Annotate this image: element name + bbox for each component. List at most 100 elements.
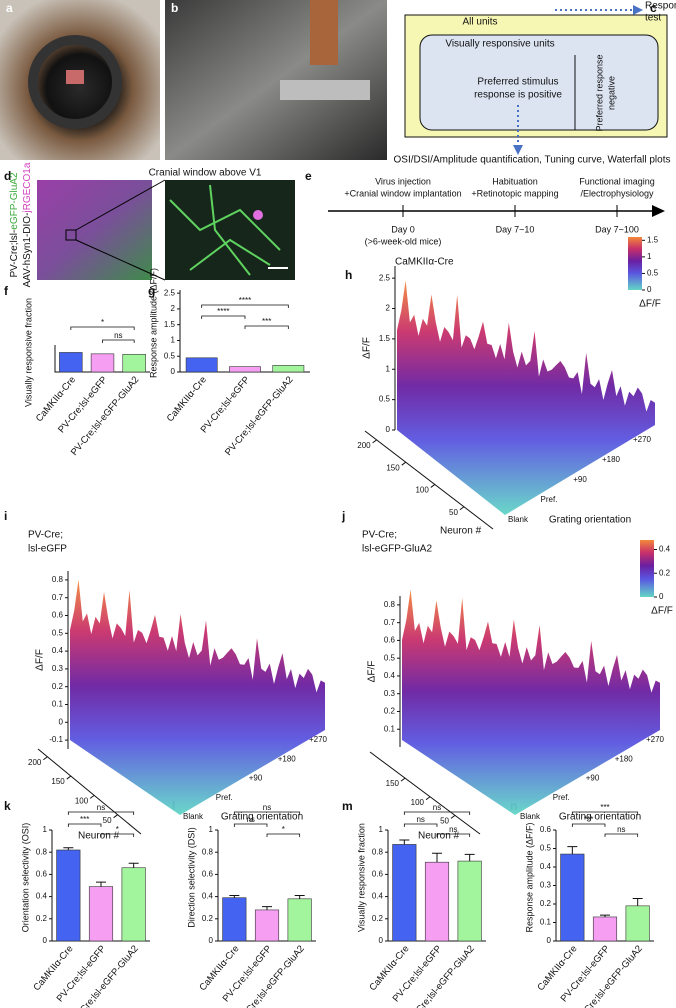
neuron-tick-label: 50 (103, 816, 112, 825)
error-bar (294, 894, 305, 899)
waterfall-surface (402, 589, 660, 815)
colorbar-tick-label: 0.5 (647, 269, 659, 278)
z-tick-label: 0 (386, 425, 391, 434)
y-tick-label: 0 (43, 936, 48, 945)
panel-label: i (4, 509, 7, 523)
sig-bracket (604, 833, 639, 837)
z-tick-label: 0.8 (52, 575, 64, 584)
z-tick-label: 0.5 (52, 628, 64, 637)
orientation-label: Blank (520, 812, 541, 821)
z-tick-label: 1 (386, 364, 391, 373)
z-axis-label: ΔF/F (367, 661, 378, 683)
z-tick-label: 0.1 (52, 700, 64, 709)
z-tick-label: 0.7 (52, 593, 64, 602)
error-bar (567, 846, 578, 855)
y-axis-label: Orientation selectivity (OSI) (20, 823, 30, 933)
colorbar-tick-label: 0 (647, 285, 652, 294)
sig-label: *** (584, 815, 593, 824)
colorbar-label: ΔF/F (651, 606, 673, 617)
step-day: Day 7~100 (595, 224, 639, 234)
z-tick-label: 1.5 (379, 334, 391, 343)
waterfall-surface (70, 579, 325, 815)
neuron-tick-label: 200 (357, 441, 371, 450)
orientation-label: +90 (586, 774, 600, 783)
step-note: (>6-week-old mice) (365, 236, 442, 246)
neuron-tick (89, 794, 95, 799)
y-tick-label: 1 (171, 336, 176, 345)
sig-bracket (67, 823, 102, 827)
sig-bracket (403, 811, 471, 815)
step-label: +Retinotopic mapping (471, 188, 558, 198)
z-tick-label: 0.7 (384, 618, 396, 627)
sig-label: *** (600, 803, 609, 812)
y-axis-label: Visually responsive fraction (23, 298, 33, 407)
z-tick-label: -0.1 (49, 735, 63, 744)
panel-label: k (4, 799, 11, 813)
negative-label: Preferred response (594, 54, 604, 131)
neuron-tick (450, 814, 456, 819)
waterfall-title: lsl-eGFP-GluA2 (362, 544, 432, 555)
y-axis-label: Response amplitude (ΔF/F) (524, 822, 534, 932)
zoom-line (75, 239, 166, 281)
panel-label: b (171, 1, 178, 15)
colorbar-tick-label: 0.2 (659, 568, 671, 577)
error-bar (262, 906, 272, 910)
y-tick-label: 0.1 (540, 918, 552, 927)
bar (121, 867, 146, 942)
stage (280, 80, 370, 100)
z-tick-label: 2 (386, 304, 391, 313)
neuron-tick-label: 150 (386, 779, 400, 788)
step-label: /Electrophysiology (580, 188, 654, 198)
bar (287, 898, 312, 942)
neuron-tick-label: 100 (411, 798, 425, 807)
error-bar (432, 852, 442, 863)
panel-label: f (4, 284, 9, 298)
z-axis-label: ΔF/F (35, 649, 46, 671)
sig-bracket (244, 325, 289, 329)
neuron-tick (401, 461, 407, 466)
y-tick-label: 0.2 (372, 914, 384, 923)
orientation-label: Pref. (553, 793, 570, 802)
y-tick-label: 1 (43, 825, 48, 834)
bar (560, 853, 585, 942)
neuron-axis-label: Neuron # (440, 526, 482, 537)
waterfall-title: PV-Cre; (28, 530, 63, 541)
waterfall-surface (397, 280, 655, 515)
neuron-tick-label: 200 (28, 758, 42, 767)
colorbar-label: ΔF/F (639, 299, 661, 310)
panel-label: c (650, 1, 657, 15)
colorbar-tick-label: 0.4 (659, 545, 671, 554)
y-tick-label: 1 (379, 825, 384, 834)
orientation-label: +270 (633, 435, 652, 444)
label-part: AAV-hSyn1-DIO- (22, 213, 33, 288)
neuron-tick-label: 100 (415, 486, 429, 495)
panel-label: m (342, 799, 353, 813)
z-tick-label: 0.3 (52, 664, 64, 673)
y-tick-label: 1.5 (164, 320, 176, 329)
waterfall-title: CaMKIIα-Cre (395, 257, 454, 268)
neuron-tick-label: 100 (75, 796, 89, 805)
y-axis-label: Response amplitude (ΔF/F) (148, 268, 158, 378)
y-tick-label: 0.2 (540, 899, 552, 908)
neuron-axis-label: Neuron # (78, 831, 120, 842)
y-tick-label: 0.6 (36, 870, 48, 879)
orientation-label: +90 (249, 774, 263, 783)
z-tick-label: 0.4 (52, 646, 64, 655)
imaging-label: PV-Cre;lsl-eGFP-GluA2 (9, 172, 20, 277)
z-tick-label: 0.3 (384, 689, 396, 698)
y-tick-label: 0.4 (202, 892, 214, 901)
orientation-label: +180 (602, 455, 621, 464)
z-tick-label: 0.6 (52, 611, 64, 620)
orientation-label: +90 (573, 475, 587, 484)
y-tick-label: 0.8 (36, 847, 48, 856)
z-tick-label: 2.5 (379, 273, 391, 282)
sig-bracket (102, 339, 135, 343)
bar (272, 365, 305, 373)
colorbar-tick-label: 1 (647, 252, 652, 261)
orientation-label: Blank (508, 515, 529, 524)
neuron-axis (369, 751, 481, 835)
objective (310, 0, 338, 65)
cell (253, 210, 263, 220)
orientation-label: +270 (309, 735, 328, 744)
orientation-label: +270 (646, 735, 665, 744)
